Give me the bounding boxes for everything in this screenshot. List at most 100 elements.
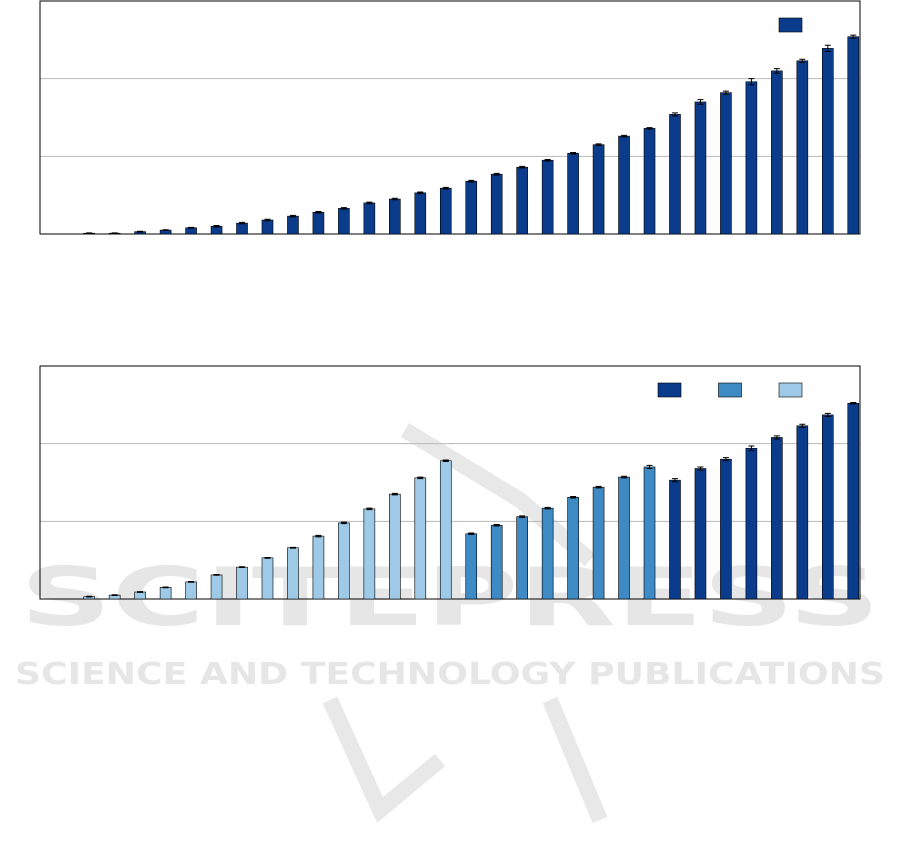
error-bar [722,457,729,462]
error-bar [468,532,475,536]
error-bar [570,151,577,155]
error-bar [137,230,144,233]
bar [389,198,401,235]
error-bar [162,229,169,232]
bar [185,227,197,235]
error-bar [442,186,449,190]
bar [159,587,172,600]
error-bar [366,201,373,205]
chart [39,0,861,235]
legend-swatch [778,17,803,33]
bar [720,92,732,235]
error-bar [824,412,831,417]
error-bar [86,232,93,235]
bar [745,448,758,600]
error-bar [799,58,806,63]
bar [261,557,274,600]
error-bar [340,207,347,210]
bar [490,173,503,235]
error-bar [162,586,169,589]
error-bar [671,112,678,117]
error-bar [315,210,322,214]
error-bar [697,99,704,105]
error-bar [289,214,296,218]
watermark-subtitle: SCIENCE AND TECHNOLOGY PUBLICATIONS [15,657,885,692]
bar [771,70,783,235]
bar [287,547,299,600]
bar [287,215,299,235]
error-bar [748,78,755,86]
error-bar [595,485,602,489]
error-bar [111,232,118,235]
error-bar [799,423,806,428]
bar [796,60,809,235]
bar [414,192,427,235]
error-bar [748,445,755,452]
error-bar [722,90,729,95]
bar [541,507,554,600]
bar [847,402,860,600]
error-bar [86,595,93,598]
bar [261,219,274,235]
error-bar [621,134,628,138]
bar [643,466,656,600]
bar [210,574,223,600]
bar [567,152,579,235]
bar [796,425,809,600]
error-bar [493,523,500,527]
error-bar [697,466,704,471]
legend-swatch [657,382,682,398]
error-bar [417,476,424,480]
bar [618,476,630,600]
bar [541,159,554,235]
error-bar [391,197,398,201]
bar [694,101,707,235]
bar [389,493,401,600]
error-bar [773,68,780,74]
bar [592,144,605,235]
bar [236,222,248,235]
bar [720,458,732,600]
bar [185,581,197,600]
bar [821,414,834,600]
error-bar [239,566,246,569]
bar [618,135,630,235]
bar [236,566,248,600]
bar [847,36,860,235]
error-bar [239,221,246,225]
error-bar [493,172,500,176]
bar [312,535,325,600]
bar [516,166,528,235]
error-bar [264,556,271,559]
error-bar [621,475,628,479]
error-bar [850,34,857,39]
error-bar [340,521,347,525]
error-bar [366,507,373,511]
error-bar [391,492,398,496]
bar [363,508,376,600]
error-bar [417,191,424,195]
error-bar [519,165,526,169]
bar [312,211,325,235]
bar [516,516,528,600]
bar [490,524,503,600]
error-bar [544,506,551,510]
error-bar [850,402,857,405]
legend-swatch [718,382,742,398]
error-bar [442,459,449,463]
error-bar [213,224,220,228]
watermark-logo [322,423,608,824]
bar [465,533,478,600]
chart [39,365,861,600]
error-bar [595,143,602,146]
error-bar [646,127,653,130]
error-bar [671,478,678,483]
error-bar [646,464,653,470]
error-bar [289,546,296,549]
bar [134,591,146,600]
error-bar [570,495,577,499]
bar [363,202,376,235]
error-bar [188,226,195,229]
bar [414,477,427,600]
